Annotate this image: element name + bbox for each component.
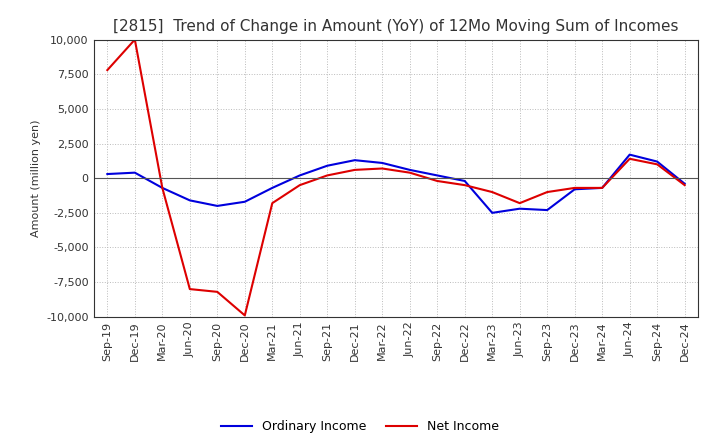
- Net Income: [433, 178, 441, 183]
- Ordinary Income: [268, 185, 276, 191]
- Ordinary Income: [460, 178, 469, 183]
- Net Income: [626, 156, 634, 161]
- Ordinary Income: [405, 167, 414, 172]
- Ordinary Income: [680, 181, 689, 187]
- Ordinary Income: [130, 170, 139, 175]
- Ordinary Income: [351, 158, 359, 163]
- Ordinary Income: [295, 173, 304, 178]
- Net Income: [186, 286, 194, 292]
- Net Income: [130, 37, 139, 42]
- Net Income: [543, 189, 552, 194]
- Net Income: [213, 289, 222, 294]
- Ordinary Income: [103, 172, 112, 177]
- Net Income: [378, 166, 387, 171]
- Ordinary Income: [626, 152, 634, 157]
- Ordinary Income: [516, 206, 524, 211]
- Net Income: [570, 185, 579, 191]
- Net Income: [488, 189, 497, 194]
- Legend: Ordinary Income, Net Income: Ordinary Income, Net Income: [216, 415, 504, 438]
- Net Income: [516, 201, 524, 206]
- Ordinary Income: [653, 159, 662, 164]
- Ordinary Income: [488, 210, 497, 216]
- Ordinary Income: [543, 207, 552, 213]
- Ordinary Income: [598, 185, 606, 191]
- Net Income: [351, 167, 359, 172]
- Net Income: [598, 185, 606, 191]
- Ordinary Income: [323, 163, 332, 169]
- Ordinary Income: [186, 198, 194, 203]
- Ordinary Income: [158, 185, 166, 191]
- Line: Ordinary Income: Ordinary Income: [107, 154, 685, 213]
- Ordinary Income: [378, 160, 387, 165]
- Net Income: [405, 170, 414, 175]
- Net Income: [268, 201, 276, 206]
- Title: [2815]  Trend of Change in Amount (YoY) of 12Mo Moving Sum of Incomes: [2815] Trend of Change in Amount (YoY) o…: [113, 19, 679, 34]
- Net Income: [103, 67, 112, 73]
- Ordinary Income: [570, 187, 579, 192]
- Net Income: [680, 183, 689, 188]
- Y-axis label: Amount (million yen): Amount (million yen): [31, 119, 41, 237]
- Net Income: [295, 183, 304, 188]
- Line: Net Income: Net Income: [107, 40, 685, 315]
- Ordinary Income: [240, 199, 249, 205]
- Ordinary Income: [213, 203, 222, 209]
- Net Income: [323, 173, 332, 178]
- Net Income: [460, 183, 469, 188]
- Ordinary Income: [433, 173, 441, 178]
- Net Income: [653, 161, 662, 167]
- Net Income: [240, 313, 249, 318]
- Net Income: [158, 185, 166, 191]
